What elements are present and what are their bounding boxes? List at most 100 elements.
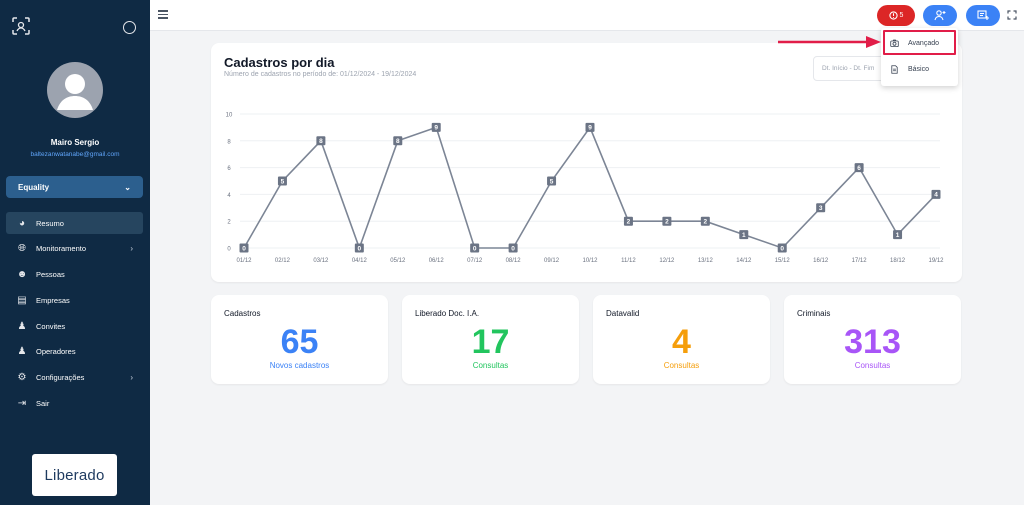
stat-card-criminais: Criminais 313 Consultas (784, 295, 961, 384)
store-icon: ▤ (17, 294, 27, 306)
data-point (623, 216, 633, 226)
data-label: 8 (319, 138, 323, 145)
new-document-button[interactable] (966, 5, 1000, 26)
sidebar-nav: ◕ Resumo 🌐︎ Monitoramento › ☻ Pessoas ▤ … (6, 212, 143, 418)
data-point (277, 176, 287, 186)
data-point (662, 216, 672, 226)
face-scan-icon[interactable] (12, 17, 30, 35)
x-tick-label: 08/12 (506, 258, 522, 264)
y-tick-label: 8 (227, 139, 231, 145)
data-label: 0 (511, 245, 515, 252)
tenant-selector[interactable]: Equality ⌄ (6, 176, 143, 198)
alerts-button[interactable]: 5 (877, 5, 915, 26)
stat-value: 17 (471, 323, 510, 361)
data-point (316, 136, 326, 146)
chevron-right-icon: › (130, 243, 133, 253)
data-point (854, 163, 864, 173)
data-label: 0 (780, 245, 784, 252)
sidebar-item-operadores[interactable]: ♟ Operadores (6, 341, 143, 363)
x-tick-label: 09/12 (544, 258, 560, 264)
stat-caption: Consultas (472, 361, 509, 370)
data-point (585, 122, 595, 132)
data-point (239, 243, 249, 253)
data-label: 8 (396, 138, 400, 145)
y-tick-label: 0 (227, 247, 231, 253)
sidebar-item-label: Convites (36, 321, 66, 331)
user-email: baltezanwatanabe@gmail.com (30, 151, 120, 158)
chart-subtitle: Número de cadastros no período de: 01/12… (224, 71, 417, 78)
data-point (431, 122, 441, 132)
add-user-button[interactable] (923, 5, 957, 26)
sidebar-item-empresas[interactable]: ▤ Empresas (6, 289, 143, 311)
menu-item-avancado[interactable]: Avançado (881, 32, 958, 55)
document-plus-icon (977, 10, 989, 20)
data-point (816, 203, 826, 213)
menu-icon[interactable] (158, 10, 168, 19)
data-label: 6 (857, 165, 861, 172)
data-label: 0 (473, 245, 477, 252)
data-label: 2 (665, 219, 669, 226)
document-icon (891, 65, 898, 74)
data-label: 5 (550, 178, 554, 185)
top-bar: 5 (150, 0, 1024, 31)
data-point (931, 189, 941, 199)
sidebar-item-pessoas[interactable]: ☻ Pessoas (6, 264, 143, 286)
x-tick-label: 11/12 (621, 258, 636, 264)
data-label: 1 (896, 232, 900, 239)
fullscreen-icon[interactable] (1007, 10, 1017, 20)
stat-label: Datavalid (606, 309, 640, 318)
chevron-down-icon: ⌄ (124, 182, 131, 192)
sidebar-item-label: Operadores (36, 347, 76, 357)
camera-icon (890, 39, 899, 48)
x-tick-label: 15/12 (775, 258, 791, 264)
sidebar-item-label: Pessoas (36, 270, 65, 280)
user-plus-icon: ♟ (17, 320, 27, 332)
x-tick-label: 13/12 (698, 258, 714, 264)
data-label: 4 (934, 192, 938, 199)
x-tick-label: 19/12 (928, 258, 944, 264)
people-icon: ☻ (16, 269, 28, 281)
stat-value: 313 (844, 323, 901, 361)
y-tick-label: 2 (227, 220, 231, 226)
gear-icon: ⚙ (17, 372, 27, 384)
sidebar-item-configuracoes[interactable]: ⚙ Configurações › (6, 367, 143, 389)
sidebar-item-label: Sair (36, 399, 50, 409)
menu-item-basico[interactable]: Básico (881, 58, 958, 81)
sidebar-header (0, 0, 150, 56)
sidebar-item-convites[interactable]: ♟ Convites (6, 315, 143, 337)
user-name: Mairo Sergio (50, 138, 100, 147)
chevron-right-icon: › (130, 372, 133, 382)
stat-label: Criminais (797, 309, 831, 318)
tenant-label: Equality (18, 182, 50, 192)
stat-caption: Novos cadastros (269, 361, 330, 370)
menu-item-label: Básico (908, 66, 930, 73)
data-label: 3 (819, 205, 823, 212)
data-label: 1 (742, 232, 746, 239)
sidebar-item-resumo[interactable]: ◕ Resumo (6, 212, 143, 234)
stat-caption: Consultas (854, 361, 891, 370)
data-point (547, 176, 557, 186)
sidebar-item-label: Resumo (36, 218, 64, 228)
data-label: 2 (704, 219, 708, 226)
stat-card-liberado-doc: Liberado Doc. I.A. 17 Consultas (402, 295, 579, 384)
annotation-arrow-icon (778, 36, 881, 48)
x-tick-label: 05/12 (390, 258, 406, 264)
data-point (893, 230, 903, 240)
data-label: 9 (434, 125, 438, 132)
data-point (739, 230, 749, 240)
data-point (700, 216, 710, 226)
data-point (508, 243, 518, 253)
data-point (354, 243, 364, 253)
add-dropdown-menu: Avançado Básico (881, 28, 958, 86)
alert-icon (888, 11, 898, 20)
sidebar-item-label: Monitoramento (36, 244, 87, 254)
chart-title: Cadastros por dia (224, 55, 335, 70)
highlight-box (883, 30, 956, 55)
data-label: 0 (358, 245, 362, 252)
y-tick-label: 6 (227, 166, 231, 172)
sidebar-item-sair[interactable]: ⇥ Sair (6, 393, 143, 415)
users-icon: ♟ (17, 346, 27, 358)
data-point (393, 136, 403, 146)
sidebar-item-monitoramento[interactable]: 🌐︎ Monitoramento › (6, 238, 143, 260)
account-icon[interactable] (123, 21, 136, 34)
